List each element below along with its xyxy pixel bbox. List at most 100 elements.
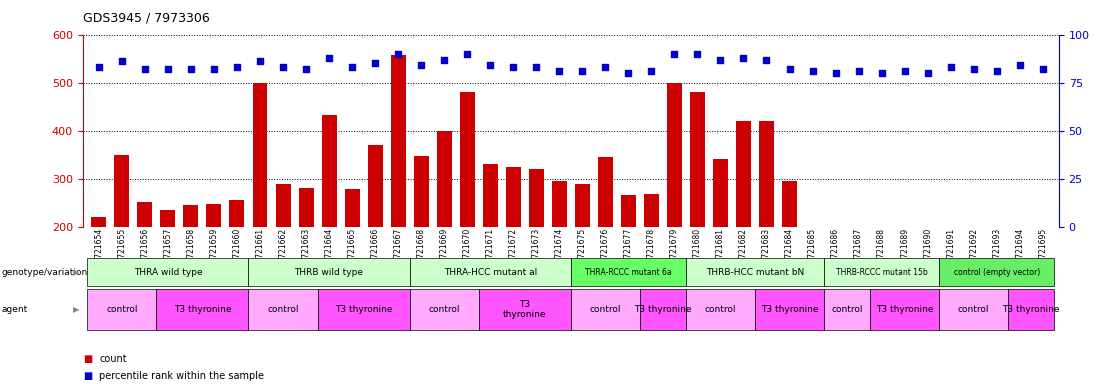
Point: [804, 68, 822, 74]
Text: ▶: ▶: [73, 305, 79, 314]
Bar: [460, 92, 474, 323]
Point: [896, 68, 913, 74]
Point: [758, 56, 775, 63]
Point: [136, 66, 153, 72]
Point: [781, 66, 799, 72]
Bar: [160, 210, 175, 323]
Bar: [644, 194, 658, 323]
Text: control (empty vector): control (empty vector): [954, 268, 1040, 276]
Point: [320, 55, 338, 61]
Text: control: control: [590, 305, 621, 314]
Point: [919, 70, 936, 76]
Bar: [897, 312, 912, 323]
Bar: [690, 92, 705, 323]
Point: [597, 64, 614, 70]
Point: [113, 58, 130, 65]
Point: [436, 56, 453, 63]
Point: [228, 64, 246, 70]
Bar: [989, 317, 1004, 323]
Bar: [667, 83, 682, 323]
Bar: [115, 155, 129, 323]
Bar: [299, 188, 313, 323]
Point: [942, 64, 960, 70]
Bar: [253, 83, 268, 323]
Bar: [759, 121, 774, 323]
Text: THRB-RCCC mutant 15b: THRB-RCCC mutant 15b: [836, 268, 928, 276]
Point: [275, 64, 292, 70]
Point: [297, 66, 314, 72]
Bar: [736, 121, 751, 323]
Point: [620, 70, 638, 76]
Text: T3 thyronine: T3 thyronine: [1003, 305, 1060, 314]
Text: T3 thyronine: T3 thyronine: [335, 305, 393, 314]
Point: [205, 66, 223, 72]
Text: control: control: [705, 305, 736, 314]
Text: control: control: [267, 305, 299, 314]
Bar: [322, 115, 336, 323]
Bar: [805, 286, 820, 323]
Bar: [138, 202, 152, 323]
Text: genotype/variation: genotype/variation: [1, 268, 87, 276]
Point: [504, 64, 522, 70]
Point: [688, 51, 706, 57]
Text: percentile rank within the sample: percentile rank within the sample: [99, 371, 265, 381]
Text: T3
thyronine: T3 thyronine: [503, 300, 546, 319]
Text: ▶: ▶: [73, 268, 79, 276]
Bar: [92, 217, 106, 323]
Point: [251, 58, 269, 65]
Bar: [528, 169, 544, 323]
Bar: [598, 157, 613, 323]
Text: T3 thyronine: T3 thyronine: [876, 305, 933, 314]
Text: T3 thyronine: T3 thyronine: [173, 305, 232, 314]
Point: [1034, 66, 1051, 72]
Bar: [229, 200, 245, 323]
Point: [527, 64, 545, 70]
Text: control: control: [106, 305, 138, 314]
Bar: [1036, 313, 1050, 323]
Text: count: count: [99, 354, 127, 364]
Text: GDS3945 / 7973306: GDS3945 / 7973306: [83, 12, 210, 25]
Bar: [828, 313, 843, 323]
Bar: [943, 294, 959, 323]
Bar: [874, 314, 889, 323]
Bar: [390, 55, 406, 323]
Point: [965, 66, 983, 72]
Text: THRB wild type: THRB wild type: [295, 268, 364, 276]
Point: [988, 68, 1006, 74]
Bar: [920, 313, 935, 323]
Point: [1011, 62, 1029, 68]
Bar: [183, 205, 199, 323]
Text: control: control: [832, 305, 863, 314]
Text: control: control: [957, 305, 989, 314]
Point: [735, 55, 752, 61]
Point: [665, 51, 683, 57]
Point: [849, 68, 867, 74]
Point: [711, 56, 729, 63]
Bar: [506, 167, 521, 323]
Point: [343, 64, 361, 70]
Bar: [206, 204, 222, 323]
Bar: [1013, 291, 1027, 323]
Text: ■: ■: [83, 354, 92, 364]
Point: [389, 51, 407, 57]
Text: THRA-HCC mutant al: THRA-HCC mutant al: [443, 268, 537, 276]
Bar: [575, 184, 590, 323]
Bar: [552, 181, 567, 323]
Bar: [367, 145, 383, 323]
Point: [366, 60, 384, 66]
Bar: [483, 164, 497, 323]
Point: [643, 68, 661, 74]
Bar: [713, 159, 728, 323]
Point: [550, 68, 568, 74]
Point: [481, 62, 499, 68]
Text: control: control: [428, 305, 460, 314]
Point: [413, 62, 430, 68]
Bar: [437, 131, 451, 323]
Bar: [621, 195, 635, 323]
Point: [827, 70, 845, 76]
Text: T3 thyronine: T3 thyronine: [634, 305, 692, 314]
Text: agent: agent: [1, 305, 28, 314]
Point: [182, 66, 200, 72]
Point: [872, 70, 890, 76]
Point: [90, 64, 108, 70]
